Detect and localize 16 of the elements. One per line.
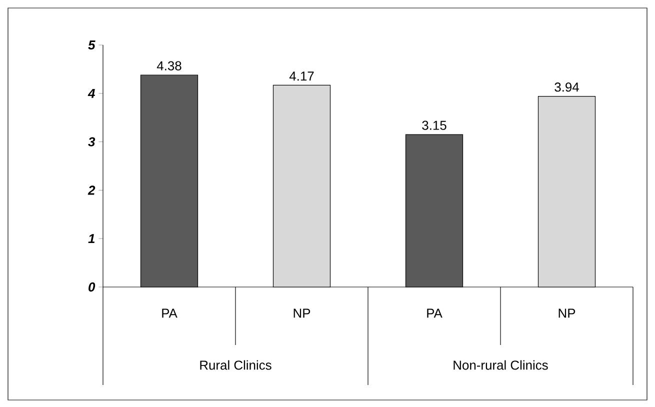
- data-label: 3.15: [422, 120, 446, 130]
- y-tick-label: 4: [88, 88, 96, 98]
- data-label: 4.38: [156, 61, 182, 70]
- y-tick-label: 3: [88, 137, 96, 146]
- x-tick-label: PA: [427, 308, 442, 318]
- y-tick-label: 0: [88, 282, 96, 292]
- x-tick-label: PA: [162, 308, 178, 318]
- y-tick-label: 1: [88, 234, 95, 244]
- y-tick-label: 5: [88, 40, 96, 50]
- text: Non-rural Clinics: [454, 360, 548, 370]
- data-label: 4.17: [289, 72, 314, 81]
- x-tick-label: NP: [294, 308, 310, 318]
- x-tick-label: NP: [558, 308, 576, 318]
- y-tick-label: 2: [88, 186, 96, 195]
- data-label: 3.94: [554, 82, 579, 92]
- text: Rural Clinics: [200, 360, 272, 370]
